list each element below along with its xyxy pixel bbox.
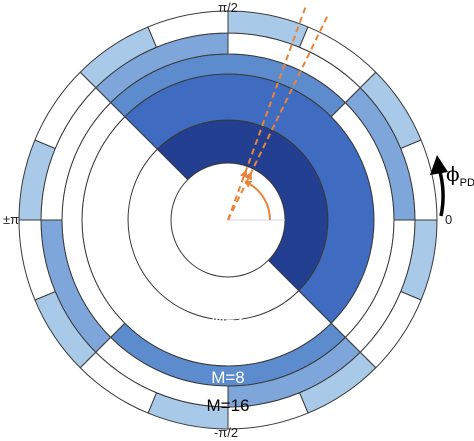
tick-label-right: 0 — [445, 212, 452, 227]
ring-label-m2: M=2 — [211, 309, 245, 328]
ring-label-m1: M=1 — [211, 279, 245, 298]
ring-m16-segment-8 — [359, 290, 422, 369]
phase-marker-line-1 — [227, 16, 328, 221]
phase-axis-indicator: ϕPD — [430, 155, 474, 217]
phase-marker-arrowhead-2 — [239, 169, 248, 179]
ring-m16-segment-10 — [227, 392, 309, 430]
phase-angle-arrowhead — [244, 180, 253, 188]
ring-m16-segment-2 — [147, 10, 229, 48]
phase-symbol: ϕ — [446, 162, 460, 186]
phase-marker-layer — [227, 7, 328, 221]
ring-m16-segment-13 — [34, 290, 97, 369]
tick-label-bottom: -π/2 — [214, 425, 238, 440]
phase-angle-arc — [249, 183, 271, 221]
phase-subscript: PD — [460, 177, 474, 189]
ring-label-m4: M=4 — [211, 340, 245, 359]
tick-label-left: ±π — [3, 212, 19, 227]
ring-m16-segment-15 — [18, 139, 56, 221]
ring-m8 — [40, 32, 416, 408]
ring-m16-segment-14 — [18, 219, 56, 301]
phase-direction-arrowhead — [430, 155, 448, 175]
ring-m16-segment-9 — [298, 351, 377, 414]
phase-direction-arrow — [437, 167, 445, 217]
ring-m16-segment-7 — [400, 219, 438, 301]
phase-marker-arrowhead-1 — [244, 171, 252, 181]
phase-axis-label: ϕPD — [446, 162, 474, 189]
phase-marker-line-2 — [227, 7, 307, 221]
ring-m16-segment-16 — [34, 71, 97, 150]
ring-m16-segment-6 — [400, 139, 438, 221]
ring-label-layer: M=1 M=2 M=4 M=8 M=16 — [207, 279, 250, 415]
ring-label-m16: M=16 — [207, 396, 250, 415]
ring-label-m8: M=8 — [211, 368, 245, 387]
ring-m16-segment-4 — [298, 26, 377, 89]
ring-layer — [18, 10, 438, 430]
ring-m16-segment-12 — [79, 351, 158, 414]
ring-m16-segment-11 — [147, 392, 229, 430]
tick-label-top: π/2 — [218, 0, 238, 15]
ring-m16 — [18, 10, 438, 430]
ring-m16-segment-5 — [359, 71, 422, 150]
ring-m16-segment-3 — [227, 10, 309, 48]
